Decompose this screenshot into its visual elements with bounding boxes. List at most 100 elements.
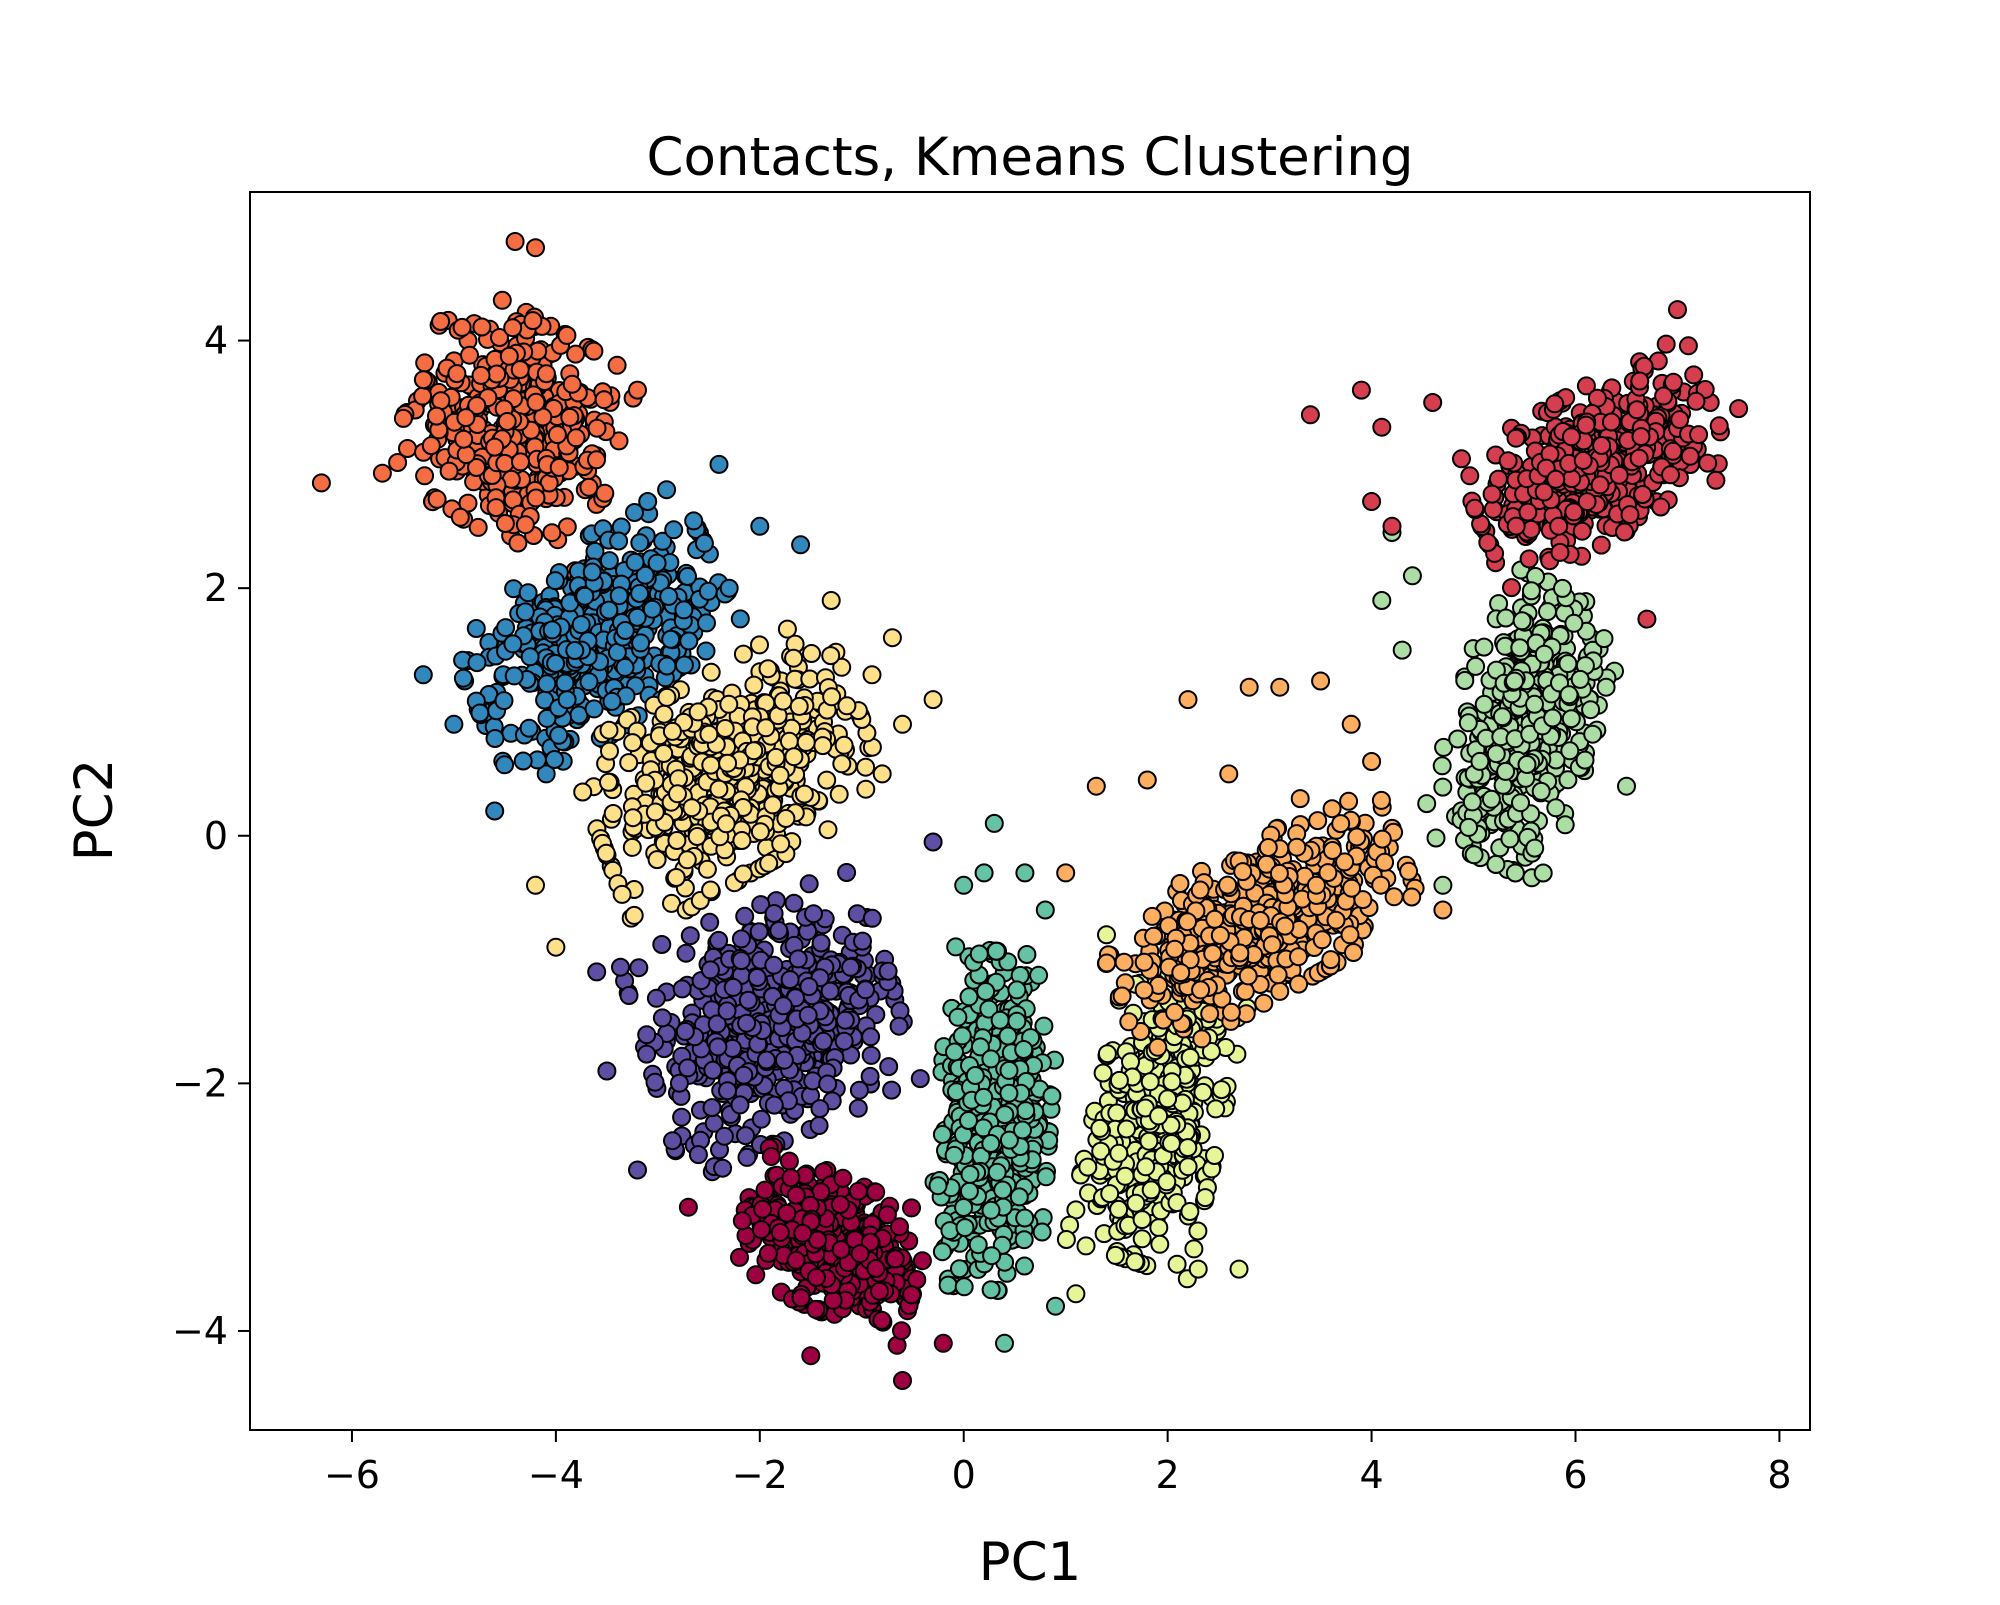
- scatter-point: [587, 450, 606, 470]
- scatter-point: [1086, 776, 1106, 796]
- scatter-point: [1550, 542, 1570, 562]
- y-tick-label: 4: [204, 319, 228, 363]
- scatter-point: [698, 581, 718, 601]
- scatter-point: [981, 1134, 1001, 1153]
- scatter-point: [393, 408, 413, 428]
- scatter-point: [1573, 451, 1593, 470]
- scatter-point: [701, 880, 721, 900]
- scatter-point: [504, 666, 524, 686]
- scatter-point: [730, 1247, 749, 1267]
- scatter-point: [647, 553, 667, 573]
- scatter-point: [372, 463, 392, 483]
- scatter-point: [697, 613, 716, 633]
- scatter-point: [1561, 709, 1581, 729]
- scatter-point: [1114, 952, 1134, 972]
- scatter-point: [1555, 815, 1575, 835]
- scatter-point: [1007, 1011, 1027, 1031]
- scatter-point: [750, 822, 770, 842]
- scatter-point: [878, 961, 898, 981]
- scatter-point: [794, 784, 814, 804]
- scatter-point: [1661, 465, 1680, 485]
- scatter-point: [513, 751, 533, 771]
- scatter-point: [1631, 427, 1651, 447]
- scatter-point: [1510, 638, 1530, 658]
- scatter-point: [622, 837, 642, 857]
- scatter-point: [458, 493, 478, 513]
- scatter-point: [439, 461, 459, 481]
- scatter-point: [999, 1060, 1019, 1080]
- scatter-point: [954, 1277, 974, 1297]
- scatter-point: [678, 567, 697, 586]
- scatter-point: [636, 773, 656, 793]
- scatter-point: [1323, 841, 1342, 860]
- scatter-point: [599, 720, 619, 740]
- scatter-point: [1013, 1120, 1032, 1140]
- scatter-point: [1500, 829, 1520, 849]
- scatter-point: [1321, 950, 1341, 970]
- scatter-point: [1109, 1199, 1129, 1219]
- scatter-point: [1144, 926, 1164, 946]
- scatter-point: [1581, 700, 1601, 720]
- scatter-point: [1171, 963, 1191, 983]
- scatter-point: [1362, 492, 1382, 511]
- scatter-point: [1534, 644, 1554, 664]
- scatter-point: [635, 565, 655, 585]
- scatter-point: [708, 1037, 728, 1057]
- scatter-point: [856, 757, 876, 777]
- scatter-point: [1142, 906, 1162, 926]
- scatter-point: [932, 1242, 952, 1262]
- scatter-point: [923, 832, 943, 852]
- scatter-point: [571, 615, 591, 635]
- scatter-point: [862, 908, 882, 928]
- scatter-point: [1706, 470, 1726, 490]
- scatter-point: [856, 779, 876, 799]
- scatter-point: [654, 704, 674, 724]
- scatter-point: [1193, 1082, 1213, 1102]
- scatter-point: [1007, 980, 1027, 1000]
- scatter-point: [1561, 427, 1581, 447]
- scatter-point: [684, 511, 704, 531]
- scatter-point: [595, 483, 615, 503]
- scatter-point: [809, 1116, 829, 1135]
- scatter-point: [1545, 394, 1565, 414]
- scatter-point: [669, 1073, 689, 1093]
- scatter-point: [713, 1158, 733, 1178]
- scatter-point: [545, 750, 564, 769]
- scatter-point: [1512, 611, 1532, 631]
- scatter-point: [1686, 391, 1706, 411]
- scatter-point: [542, 620, 562, 640]
- scatter-point: [565, 641, 585, 660]
- scatter-point: [623, 808, 643, 828]
- scatter-point: [832, 754, 852, 774]
- scatter-point: [1229, 1259, 1249, 1279]
- scatter-point: [599, 772, 618, 792]
- scatter-point: [676, 943, 696, 963]
- scatter-point: [485, 801, 505, 821]
- scatter-point: [1097, 953, 1117, 973]
- scatter-point: [802, 644, 821, 663]
- scatter-point: [1342, 878, 1362, 898]
- scatter-point: [587, 962, 607, 982]
- y-axis-label: PC2: [64, 759, 125, 862]
- scatter-point: [1460, 466, 1480, 486]
- scatter-point: [965, 1066, 985, 1085]
- scatter-point: [497, 412, 517, 431]
- x-axis-label: PC1: [979, 1532, 1082, 1593]
- scatter-point: [779, 731, 799, 751]
- scatter-point: [861, 1045, 881, 1065]
- scatter-point: [496, 618, 516, 638]
- scatter-point: [737, 1147, 757, 1167]
- scatter-point: [784, 648, 804, 668]
- scatter-point: [715, 719, 735, 738]
- scatter-point: [1663, 441, 1683, 461]
- scatter-point: [679, 631, 699, 651]
- y-tick-label: 2: [204, 566, 228, 610]
- scatter-point: [560, 407, 580, 427]
- scatter-point: [1596, 677, 1616, 697]
- scatter-point: [799, 874, 819, 894]
- scatter-point: [511, 452, 530, 472]
- scatter-point: [647, 850, 667, 870]
- scatter-point: [1200, 1004, 1220, 1024]
- scatter-point: [537, 674, 557, 694]
- scatter-point: [758, 1243, 778, 1263]
